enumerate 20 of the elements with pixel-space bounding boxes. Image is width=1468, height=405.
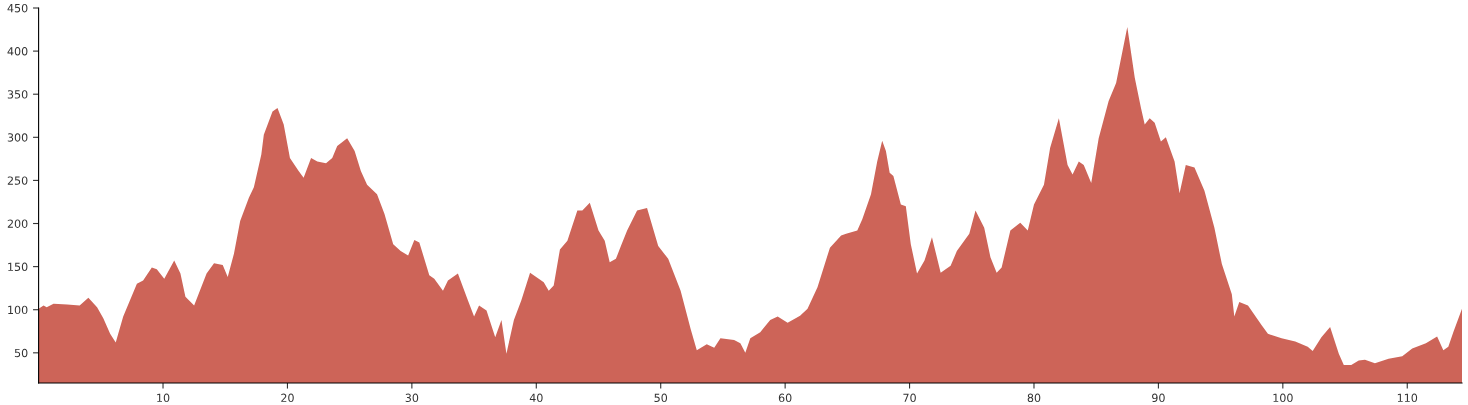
x-tick-label: 10 (157, 393, 170, 403)
y-tick-label: 400 (7, 47, 28, 56)
x-tick-label: 80 (1027, 393, 1041, 403)
y-tick-label: 450 (7, 3, 28, 13)
y-tick-label: 200 (7, 219, 28, 228)
y-tick-label: 50 (14, 348, 28, 358)
y-tick-label: 250 (7, 176, 28, 185)
x-tick-label: 90 (1152, 393, 1165, 403)
x-tick-label: 50 (654, 393, 668, 403)
x-tick-label: 70 (903, 393, 916, 403)
x-tick-label: 40 (529, 393, 543, 403)
x-tick-label: 100 (1273, 393, 1293, 403)
x-tick-label: 20 (281, 393, 294, 403)
x-tick-label: 30 (405, 393, 419, 403)
y-tick-label: 100 (8, 305, 28, 315)
y-tick-label: 350 (7, 90, 28, 99)
x-tick-label: 60 (778, 393, 792, 403)
y-tick-label: 150 (8, 262, 28, 271)
y-tick-label: 300 (7, 133, 28, 142)
x-tick-label: 110 (1397, 393, 1418, 403)
